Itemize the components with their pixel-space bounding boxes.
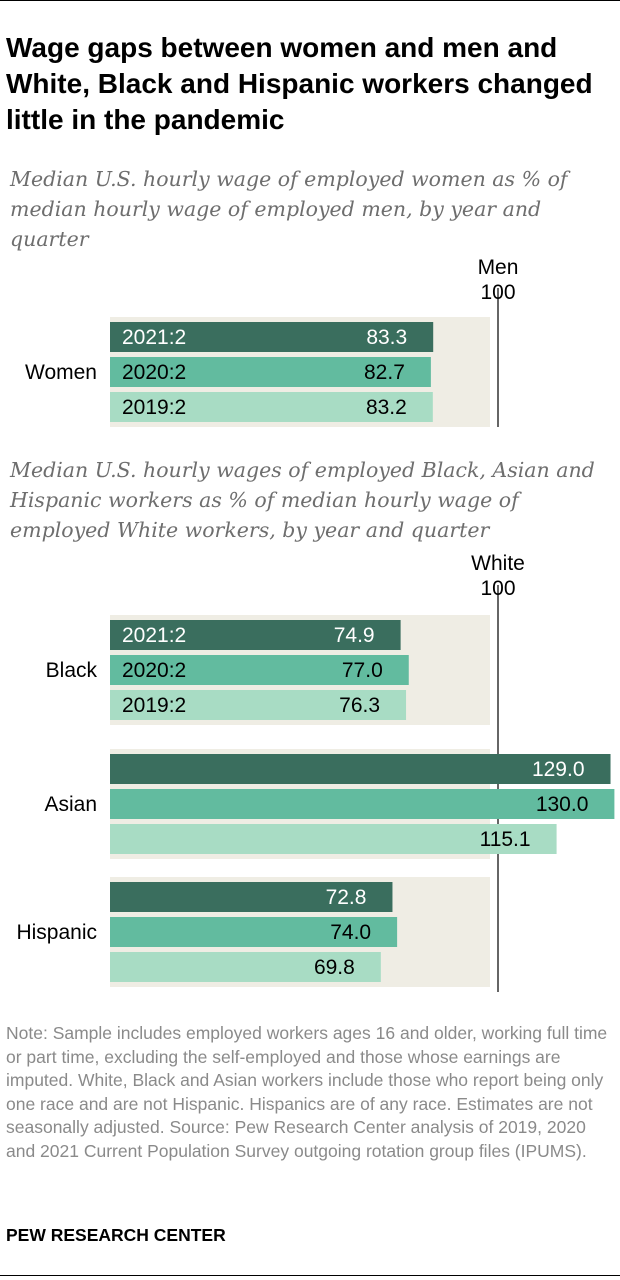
brand-logo-text: PEW RESEARCH CENTER (6, 1225, 226, 1245)
bar-value-label: 129.0 (532, 758, 585, 781)
bar-value-label: 82.7 (364, 361, 405, 384)
notes: Note: Sample includes employed workers a… (6, 1022, 616, 1163)
bar-value-label: 74.0 (330, 921, 371, 944)
bar-black-0 (110, 620, 401, 650)
category-label-black: Black (46, 659, 98, 682)
bar-period-label: 2021:2 (122, 326, 186, 349)
category-label-asian: Asian (44, 793, 97, 816)
reference-label: Men (478, 256, 519, 279)
bar-value-label: 83.3 (366, 326, 407, 349)
chart-title: Wage gaps between women and men and Whit… (6, 32, 593, 135)
chart-subtitle-race: Median U.S. hourly wages of employed Bla… (10, 458, 595, 542)
bar-hispanic-0 (110, 882, 393, 912)
bar-value-label: 74.9 (334, 624, 375, 647)
bar-period-label: 2019:2 (122, 694, 186, 717)
bar-value-label: 83.2 (366, 396, 407, 419)
bar-asian-0 (110, 754, 611, 784)
bar-value-label: 72.8 (326, 886, 367, 909)
bar-women-0 (110, 322, 434, 352)
bar-hispanic-2 (110, 952, 381, 982)
bar-value-label: 115.1 (480, 828, 531, 851)
bar-period-label: 2021:2 (122, 624, 186, 647)
top-rule (0, 0, 620, 1)
bar-women-1 (110, 357, 431, 387)
category-label-hispanic: Hispanic (16, 921, 97, 944)
bar-black-2 (110, 690, 407, 720)
bar-period-label: 2020:2 (122, 659, 186, 682)
note-text: Note: Sample includes employed workers a… (6, 1023, 608, 1137)
bottom-rule (0, 1275, 620, 1276)
bar-period-label: 2020:2 (122, 361, 186, 384)
bar-hispanic-1 (110, 917, 398, 947)
reference-label: White (471, 552, 525, 575)
bar-value-label: 76.3 (339, 694, 380, 717)
category-label-women: Women (25, 361, 97, 384)
chart-subtitle-women: Median U.S. hourly wage of employed wome… (10, 167, 568, 251)
bar-value-label: 69.8 (314, 956, 355, 979)
bar-women-2 (110, 392, 433, 422)
source-text: Source: Pew Research Center analysis of … (6, 1117, 587, 1161)
bar-value-label: 130.0 (536, 793, 589, 816)
bar-asian-2 (110, 824, 557, 854)
bar-value-label: 77.0 (342, 659, 383, 682)
bar-asian-1 (110, 789, 615, 819)
bar-period-label: 2019:2 (122, 396, 186, 419)
bar-black-1 (110, 655, 409, 685)
